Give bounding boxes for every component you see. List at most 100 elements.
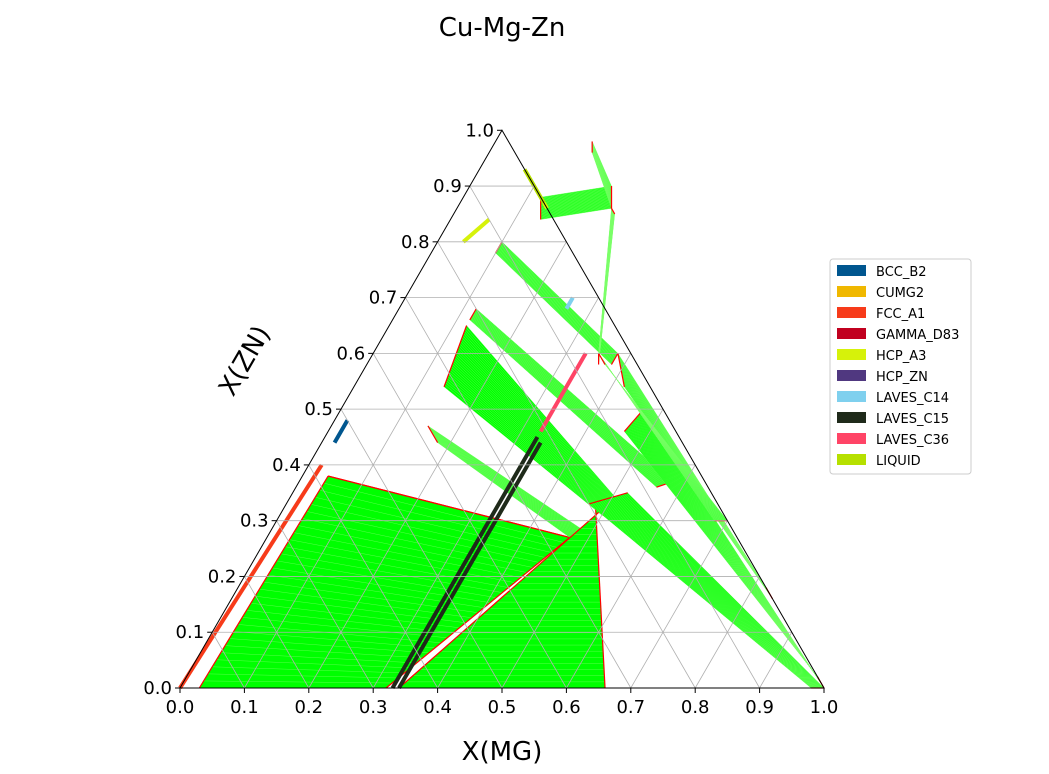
tie-line <box>473 313 667 485</box>
phase-boundary <box>327 475 570 538</box>
tie-line <box>498 247 615 360</box>
tie-line <box>429 428 584 533</box>
tie-line <box>464 331 620 506</box>
tie-line <box>604 364 728 521</box>
tie-line <box>540 204 612 217</box>
tie-line <box>602 499 817 689</box>
y-tick-label: 0.5 <box>304 399 333 420</box>
tie-line <box>608 498 818 689</box>
tie-line <box>470 318 658 488</box>
tie-line <box>458 347 615 509</box>
tie-line <box>470 317 660 487</box>
tie-line <box>431 431 581 534</box>
tie-line <box>459 343 616 508</box>
tie-line <box>435 439 573 537</box>
tie-line <box>540 193 612 206</box>
legend-items: BCC_B2 CUMG2 FCC_A1 GAMMA_D83 HCP_A3 HCP_ZN LA… <box>837 265 959 469</box>
tie-line <box>431 431 580 535</box>
tie-line <box>501 242 618 355</box>
tie-line <box>449 370 608 513</box>
tie-line <box>497 248 615 361</box>
tie-line <box>623 493 823 689</box>
tie-line <box>540 185 612 198</box>
tie-line <box>250 602 460 629</box>
tie-line <box>476 308 673 482</box>
y-tick-label: 1.0 <box>465 120 494 141</box>
y-tick-label: 0.2 <box>208 566 237 587</box>
tie-line <box>540 200 612 213</box>
tie-line <box>428 426 585 533</box>
tie-line <box>540 192 612 205</box>
x-tick-label: 0.0 <box>166 697 195 718</box>
legend-item: GAMMA_D83 <box>837 328 959 343</box>
phase-line-hcp-a3 <box>462 218 491 244</box>
tie-line <box>496 250 613 363</box>
legend-label: BCC_B2 <box>876 265 927 280</box>
tie-line <box>499 246 616 359</box>
legend-item: BCC_B2 <box>837 265 927 280</box>
phase-line-laves-c15 <box>390 436 540 689</box>
tie-line <box>618 495 822 689</box>
tie-line <box>614 496 820 689</box>
legend-label: LAVES_C14 <box>876 391 949 406</box>
y-tick-label: 0.6 <box>337 343 366 364</box>
x-tick-label: 1.0 <box>810 697 839 718</box>
tie-line <box>453 360 611 511</box>
grid-line-mg <box>759 632 793 689</box>
tie-line <box>473 312 667 484</box>
phase-boundary <box>385 536 571 689</box>
tie-line <box>626 492 824 689</box>
phase-boundary <box>427 425 439 443</box>
tie-line <box>448 374 606 514</box>
region-fill <box>199 476 570 688</box>
tie-line <box>540 186 612 199</box>
tie-line <box>310 504 546 558</box>
tie-line <box>591 503 813 689</box>
x-tick-label: 0.1 <box>230 697 259 718</box>
tie-line <box>449 372 607 513</box>
tie-line <box>212 666 405 674</box>
grid-line-mg <box>244 185 535 689</box>
tie-line <box>540 197 612 210</box>
tie-line <box>498 247 615 360</box>
tie-line <box>471 316 662 486</box>
tie-line <box>540 195 612 208</box>
tie-line <box>450 368 608 512</box>
y-tick-label: 0.9 <box>433 176 462 197</box>
tie-line <box>432 434 578 536</box>
tie-line <box>464 329 621 505</box>
two-phase-region <box>617 353 773 600</box>
grid-line-mg <box>501 408 664 689</box>
tie-line <box>429 427 584 533</box>
two-phase-region <box>398 503 609 689</box>
tie-line <box>216 659 411 669</box>
tie-line <box>446 378 605 514</box>
tie-line <box>495 252 612 365</box>
tie-line <box>497 249 614 362</box>
tie-line <box>428 427 585 533</box>
tie-line <box>203 680 393 684</box>
tie-line <box>540 198 612 211</box>
tie-line <box>446 380 604 515</box>
tie-line <box>540 203 612 216</box>
grid-line-cu <box>469 185 760 689</box>
tie-line <box>460 341 617 508</box>
phase-line-laves-c14 <box>564 296 575 310</box>
x-tick-label: 0.5 <box>488 697 517 718</box>
legend-swatch <box>837 307 866 318</box>
chart-title: Cu-Mg-Zn <box>439 13 566 43</box>
phase-line-laves-c36 <box>538 352 588 433</box>
tie-line <box>471 315 663 486</box>
legend-label: LAVES_C36 <box>876 433 949 448</box>
tie-line <box>451 366 609 512</box>
two-phase-region <box>597 208 616 365</box>
tie-line <box>473 313 666 485</box>
tie-line <box>496 250 614 363</box>
grid-line-cu <box>211 632 245 689</box>
tie-line <box>540 196 612 208</box>
tie-line <box>590 503 812 689</box>
tie-line <box>622 494 823 689</box>
grid-line-cu <box>244 576 310 689</box>
tie-line <box>498 247 615 360</box>
y-tick-label: 0.3 <box>240 511 269 532</box>
